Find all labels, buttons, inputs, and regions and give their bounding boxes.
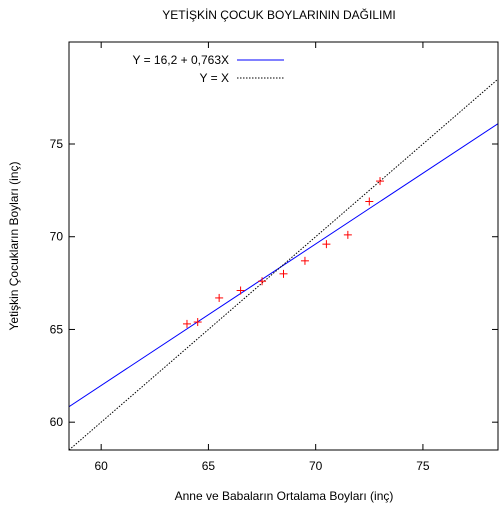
data-point	[322, 240, 331, 249]
y-tick-label: 75	[50, 137, 64, 151]
y-tick-label: 65	[50, 322, 64, 336]
data-point	[258, 277, 267, 286]
plot-frame	[68, 41, 499, 451]
fit-lines	[69, 78, 499, 450]
legend-label-fit: Y = 16,2 + 0,763X	[132, 53, 229, 67]
y-axis-label: Yetişkin Çocukların Boyları (inç)	[7, 162, 21, 331]
data-point	[343, 230, 352, 239]
y-tick-label: 70	[50, 230, 64, 244]
chart-title: YETİŞKİN ÇOCUK BOYLARININ DAĞILIMI	[162, 7, 395, 22]
legend: Y = 16,2 + 0,763X Y = X	[132, 53, 284, 85]
x-tick-label: 70	[309, 459, 323, 473]
y-axis: 60 65 70 75	[50, 137, 498, 429]
x-tick-label: 60	[94, 459, 108, 473]
data-point	[279, 269, 288, 278]
data-point	[300, 256, 309, 265]
data-point	[215, 293, 224, 302]
x-tick-label: 75	[416, 459, 430, 473]
x-tick-label: 65	[202, 459, 216, 473]
data-point	[376, 177, 385, 186]
data-point	[182, 319, 191, 328]
data-point	[236, 286, 245, 295]
x-axis: 60 65 70 75	[94, 42, 430, 473]
identity-line	[69, 78, 499, 450]
data-point	[193, 318, 202, 327]
legend-label-identity: Y = X	[200, 71, 229, 85]
data-points	[182, 177, 385, 328]
data-point	[365, 197, 374, 206]
x-axis-label: Anne ve Babaların Ortalama Boyları (inç)	[175, 489, 394, 503]
y-tick-label: 60	[50, 415, 64, 429]
